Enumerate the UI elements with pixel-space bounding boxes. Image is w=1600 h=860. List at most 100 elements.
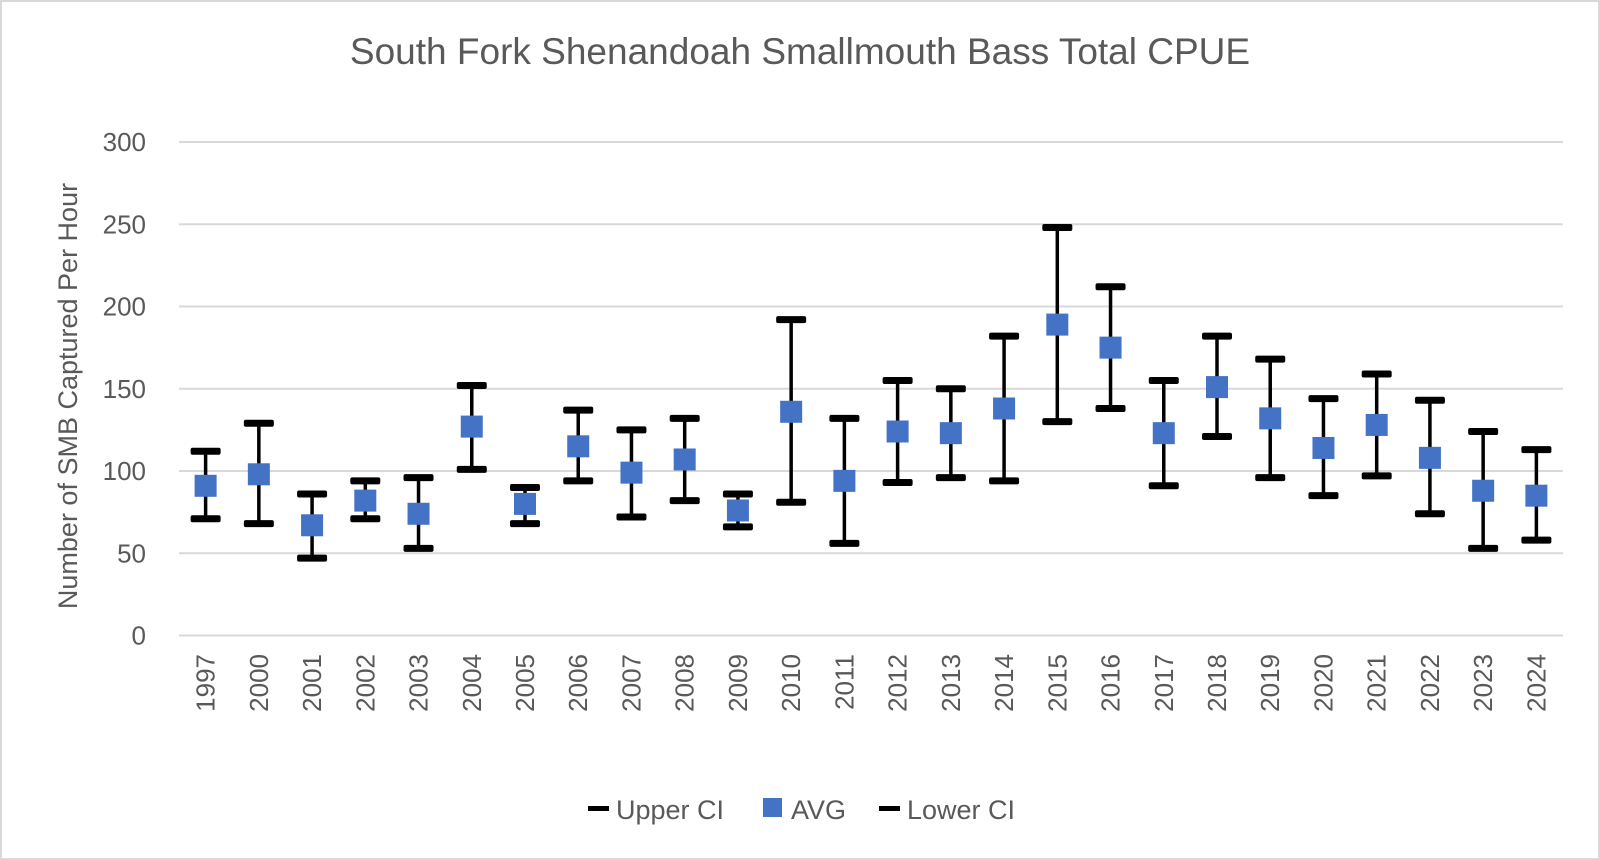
y-tick-label: 200 xyxy=(103,292,146,322)
y-tick-label: 100 xyxy=(103,456,146,486)
avg-point xyxy=(1312,436,1335,459)
avg-point xyxy=(1472,479,1495,502)
lower-ci-mark xyxy=(510,520,540,528)
x-tick-label: 2000 xyxy=(244,654,274,712)
avg-point xyxy=(1099,336,1122,359)
avg-point xyxy=(460,415,483,438)
legend-item-avg: AVG xyxy=(763,795,846,825)
avg-point xyxy=(194,474,217,497)
x-tick-label: 2023 xyxy=(1468,654,1498,712)
lower-ci-mark xyxy=(456,465,487,473)
x-tick-label: 2006 xyxy=(563,654,593,712)
avg-point xyxy=(1418,446,1441,469)
y-tick-label: 50 xyxy=(117,538,146,568)
chart-title: South Fork Shenandoah Smallmouth Bass To… xyxy=(350,31,1250,72)
x-tick-label: 2014 xyxy=(989,654,1019,712)
avg-point xyxy=(1206,376,1228,399)
y-tick-label: 150 xyxy=(103,374,146,404)
x-tick-label: 2015 xyxy=(1042,654,1072,712)
y-tick-label: 300 xyxy=(103,127,146,157)
lower-ci-mark xyxy=(1255,474,1286,482)
upper-ci-legend-swatch xyxy=(588,806,609,811)
upper-ci-mark xyxy=(669,414,700,422)
lower-ci-mark xyxy=(935,474,966,482)
legend-item-lower-ci: Lower CI xyxy=(879,795,1015,825)
upper-ci-mark xyxy=(1308,395,1339,403)
upper-ci-mark xyxy=(1095,283,1126,291)
x-tick-label: 2021 xyxy=(1362,654,1392,712)
avg-point xyxy=(780,400,803,423)
x-tick-label: 2017 xyxy=(1149,654,1179,712)
x-tick-label: 2018 xyxy=(1202,654,1232,712)
upper-ci-mark xyxy=(1148,377,1179,385)
lower-ci-mark xyxy=(616,513,647,521)
upper-ci-mark xyxy=(190,447,221,455)
upper-ci-mark xyxy=(882,377,913,385)
lower-ci-mark xyxy=(1308,492,1339,500)
lower-ci-mark xyxy=(403,544,434,552)
upper-ci-mark xyxy=(456,381,487,389)
avg-point xyxy=(833,469,856,492)
x-tick-label: 2013 xyxy=(936,654,966,712)
x-tick-label: 2007 xyxy=(616,654,646,712)
legend-label-lower-ci: Lower CI xyxy=(907,795,1015,825)
lower-ci-mark xyxy=(1042,418,1073,426)
x-tick-label: 1997 xyxy=(191,654,221,712)
x-tick-label: 2020 xyxy=(1308,654,1338,712)
lower-ci-mark xyxy=(722,523,753,531)
x-tick-label: 2011 xyxy=(829,654,859,710)
upper-ci-mark xyxy=(1521,446,1552,454)
x-tick-label: 2009 xyxy=(723,654,753,712)
avg-legend-swatch xyxy=(763,798,782,817)
x-tick-label: 2016 xyxy=(1096,654,1126,712)
legend: Upper CI AVG Lower CI xyxy=(588,795,1015,825)
lower-ci-mark xyxy=(563,477,594,485)
x-tick-label: 2012 xyxy=(883,654,913,712)
lower-ci-legend-swatch xyxy=(879,806,900,811)
x-tick-label: 2001 xyxy=(297,654,327,712)
avg-point xyxy=(1152,422,1175,445)
x-tick-label: 2003 xyxy=(404,654,434,712)
avg-point xyxy=(354,489,377,512)
y-axis-ticks: 0 50 100 150 200 250 300 xyxy=(103,127,146,651)
x-tick-label: 2010 xyxy=(776,654,806,712)
upper-ci-mark xyxy=(935,385,966,393)
upper-ci-mark xyxy=(1361,370,1392,378)
avg-markers xyxy=(194,313,1548,537)
upper-ci-mark xyxy=(1042,224,1073,232)
upper-ci-mark xyxy=(350,477,381,485)
lower-ci-mark xyxy=(1521,536,1552,544)
avg-point xyxy=(567,435,590,458)
lower-ci-mark xyxy=(243,520,274,528)
y-tick-label: 250 xyxy=(103,209,146,239)
avg-point xyxy=(939,422,962,445)
x-tick-label: 2005 xyxy=(510,654,540,712)
lower-ci-mark xyxy=(1361,472,1392,480)
upper-ci-mark xyxy=(776,316,807,324)
lower-ci-mark xyxy=(1095,404,1126,412)
upper-ci-mark xyxy=(989,332,1020,340)
y-axis-title: Number of SMB Captured Per Hour xyxy=(53,183,83,609)
upper-ci-mark xyxy=(510,483,540,491)
x-tick-label: 2022 xyxy=(1415,654,1445,712)
x-tick-label: 2008 xyxy=(670,654,700,712)
legend-item-upper-ci: Upper CI xyxy=(588,795,724,825)
avg-point xyxy=(1365,413,1388,436)
lower-ci-mark xyxy=(1202,432,1232,440)
x-tick-label: 2002 xyxy=(350,654,380,712)
x-tick-label: 2004 xyxy=(457,654,487,712)
upper-ci-mark xyxy=(403,474,434,482)
avg-point xyxy=(1046,313,1069,336)
avg-point xyxy=(673,448,696,471)
upper-ci-mark xyxy=(243,419,274,427)
lower-ci-mark xyxy=(1414,510,1445,518)
upper-ci-mark xyxy=(1255,355,1286,363)
lower-ci-mark xyxy=(776,498,807,506)
avg-point xyxy=(620,461,643,484)
avg-point xyxy=(301,514,324,537)
avg-point xyxy=(247,463,270,486)
avg-point xyxy=(407,502,430,525)
avg-point xyxy=(726,499,749,522)
